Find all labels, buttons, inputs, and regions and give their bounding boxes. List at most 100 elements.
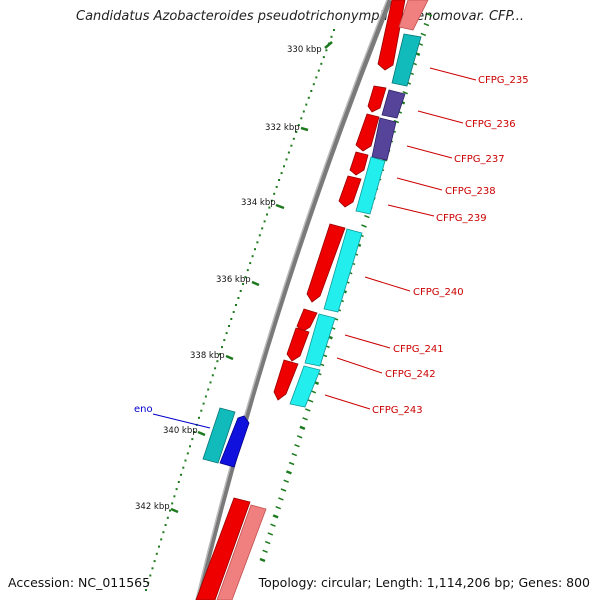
outer-tick	[302, 417, 308, 421]
tick-dot	[155, 552, 158, 555]
genes-eno-region[interactable]	[202, 407, 250, 468]
tick-dot	[230, 318, 233, 320]
gene-reverse[interactable]	[367, 85, 387, 113]
kbp-label: 340 kbp	[163, 426, 198, 436]
outer-tick	[426, 13, 433, 17]
gene-CFPG_235-forward[interactable]	[391, 33, 422, 87]
tick-dot	[297, 124, 300, 127]
tick-dot	[317, 69, 320, 72]
gene-label-CFPG_243[interactable]: CFPG_243	[372, 405, 423, 416]
outer-tick	[272, 514, 279, 519]
gene-eno-adjacent[interactable]	[202, 407, 236, 464]
outer-tick	[288, 461, 295, 466]
tick-dot	[237, 297, 240, 299]
tick-dot	[295, 131, 298, 133]
tick-dot	[160, 538, 163, 541]
tick-dot	[333, 29, 335, 31]
tick-dot	[191, 438, 194, 441]
gene-reverse[interactable]	[195, 497, 251, 600]
gene-label-CFPG_242[interactable]: CFPG_242	[385, 369, 436, 380]
outer-tick	[262, 549, 268, 553]
tick-dot	[153, 560, 156, 563]
tick-ring	[145, 29, 335, 591]
outer-tick	[299, 425, 306, 430]
tick-dot	[283, 165, 285, 168]
gene-reverse[interactable]	[286, 327, 310, 362]
label-connectors	[152, 67, 477, 429]
gene-label-eno[interactable]: eno	[134, 404, 153, 415]
tick-dot	[173, 495, 176, 498]
gene-label-CFPG_238[interactable]: CFPG_238	[445, 186, 496, 197]
tick-dot	[209, 381, 212, 384]
gene-forward[interactable]	[216, 504, 267, 600]
tick-dot	[258, 234, 261, 237]
kbp-label: 342 kbp	[135, 502, 170, 512]
genes-reverse-strand[interactable]	[195, 0, 406, 600]
kbp-label: 336 kbp	[216, 275, 251, 285]
tick-dot	[290, 144, 293, 147]
tick-dot	[325, 49, 328, 52]
tick-dot	[151, 567, 154, 570]
gene-label-CFPG_239[interactable]: CFPG_239	[436, 213, 487, 224]
outer-tick	[423, 22, 430, 27]
gene-CFPG_240-reverse[interactable]	[306, 223, 346, 303]
tick-dot	[216, 360, 219, 363]
tick-dot	[292, 137, 295, 140]
tick-dot	[162, 531, 165, 534]
tick-dot	[184, 459, 187, 462]
kbp-ticks	[170, 41, 333, 514]
outer-tick	[294, 444, 300, 448]
tick-dot	[207, 388, 210, 391]
genome-summary-text: Topology: circular; Length: 1,114,206 bp…	[258, 575, 590, 590]
gene-CFPG_238[interactable]	[355, 156, 386, 215]
gene-CFPG_243[interactable]	[289, 365, 321, 408]
tick-dot	[169, 509, 171, 512]
tick-dot	[225, 332, 228, 335]
gene-reverse[interactable]	[349, 151, 369, 176]
tick-dot	[198, 416, 200, 419]
gene-label-CFPG_236[interactable]: CFPG_236	[465, 119, 516, 130]
kbp-label: 330 kbp	[287, 45, 322, 55]
tick-dot	[145, 589, 147, 591]
tick-dot	[175, 488, 178, 491]
tick-dot	[302, 110, 305, 113]
tick-dot	[300, 117, 303, 120]
genome-backbone-highlight	[195, 0, 388, 600]
tick-dot	[310, 90, 313, 92]
tick-dot	[275, 185, 278, 188]
gene-label-CFPG_237[interactable]: CFPG_237	[454, 154, 505, 165]
accession-text: Accession: NC_011565	[8, 575, 151, 590]
tick-dot	[182, 466, 185, 469]
gene-CFPG_241[interactable]	[304, 313, 336, 367]
gene-forward[interactable]	[398, 0, 429, 31]
gene-CFPG_237[interactable]	[371, 117, 397, 161]
tick-dot	[261, 227, 264, 230]
outer-tick	[307, 399, 314, 403]
outer-tick	[259, 557, 266, 563]
gene-CFPG_236[interactable]	[381, 89, 406, 119]
kbp-label: 334 kbp	[241, 198, 276, 208]
tick-dot	[249, 262, 252, 265]
tick-dot	[164, 524, 167, 526]
gene-reverse[interactable]	[296, 308, 318, 333]
gene-reverse[interactable]	[355, 113, 380, 152]
gene-eno[interactable]	[219, 415, 250, 468]
genes-forward-strand[interactable]	[216, 0, 429, 600]
tick-dot	[232, 311, 235, 313]
tick-dot	[278, 179, 281, 181]
outer-tick	[305, 408, 311, 412]
gene-reverse[interactable]	[273, 359, 299, 401]
tick-dot	[239, 290, 242, 292]
gene-CFPG_235-reverse[interactable]	[377, 0, 406, 71]
outer-tick	[364, 214, 370, 219]
gene-label-CFPG_240[interactable]: CFPG_240	[413, 287, 464, 298]
tick-dot	[266, 213, 268, 216]
gene-reverse[interactable]	[338, 175, 362, 208]
tick-dot	[305, 103, 308, 106]
gene-label-CFPG_241[interactable]: CFPG_241	[393, 344, 444, 355]
gene-CFPG_240[interactable]	[323, 228, 363, 313]
tick-dot	[330, 35, 333, 38]
gene-label-CFPG_235[interactable]: CFPG_235	[478, 75, 529, 86]
tick-dot	[254, 248, 256, 251]
